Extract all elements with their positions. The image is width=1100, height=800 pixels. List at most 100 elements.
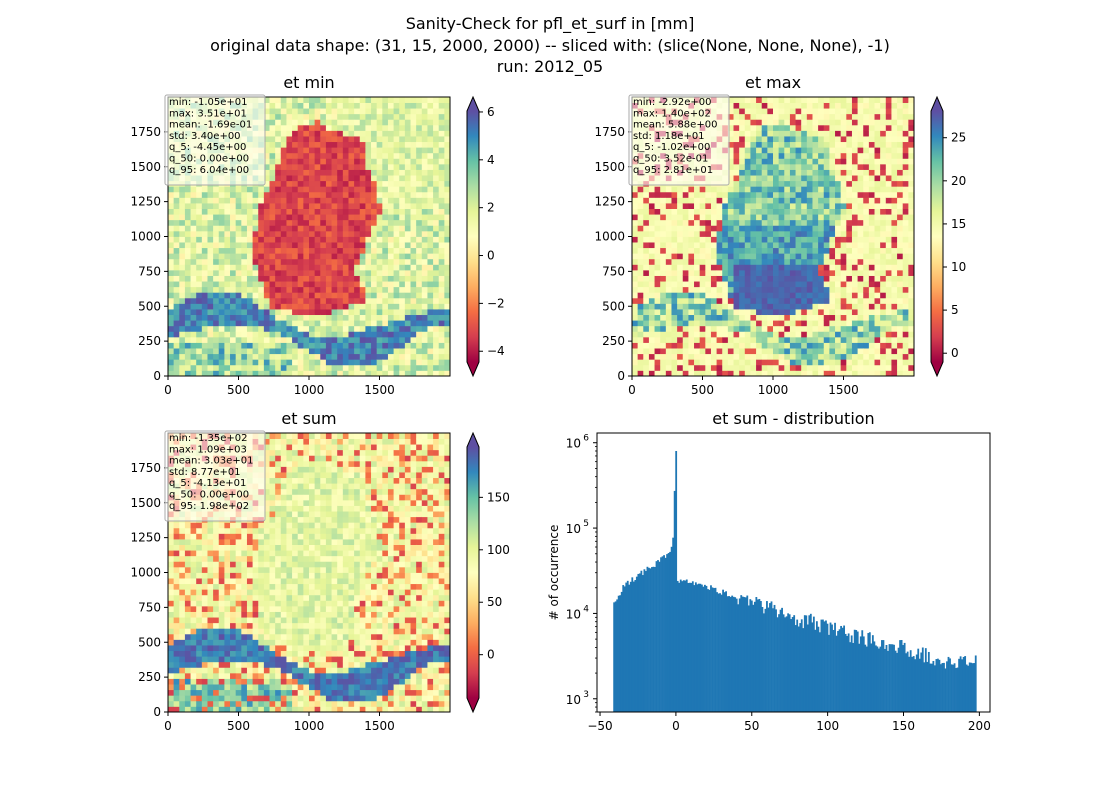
heatmap-cell	[857, 158, 864, 165]
heatmap-cell	[348, 247, 355, 254]
heatmap-cell	[331, 325, 338, 332]
heatmap-cell	[331, 225, 338, 232]
heatmap-cell	[648, 297, 655, 304]
heatmap-cell	[648, 348, 655, 355]
heatmap-cell	[438, 141, 445, 148]
heatmap-cell	[438, 359, 445, 366]
heatmap-cell	[359, 342, 366, 349]
heatmap-cell	[851, 169, 858, 176]
heatmap-cell	[297, 269, 304, 276]
y-tick-label: 1000	[130, 230, 161, 244]
heatmap-cell	[727, 348, 734, 355]
heatmap-cell	[427, 309, 434, 316]
heatmap-cell	[365, 169, 372, 176]
heatmap-cell	[325, 303, 332, 310]
heatmap-cell	[648, 292, 655, 299]
heatmap-cell	[835, 119, 842, 126]
heatmap-cell	[269, 158, 276, 165]
heatmap-cell	[744, 253, 751, 260]
heatmap-cell	[421, 253, 428, 260]
heatmap-cell	[286, 130, 293, 137]
heatmap-cell	[246, 225, 253, 232]
heatmap-cell	[354, 286, 361, 293]
heatmap-cell	[637, 208, 644, 215]
heatmap-cell	[739, 191, 746, 198]
heatmap-cell	[444, 186, 451, 193]
heatmap-cell	[682, 236, 689, 243]
heatmap-cell	[297, 130, 304, 137]
heatmap-cell	[404, 314, 411, 321]
heatmap-cell	[371, 309, 378, 316]
heatmap-cell	[337, 141, 344, 148]
heatmap-cell	[835, 314, 842, 321]
heatmap-cell	[371, 203, 378, 209]
heatmap-cell	[733, 275, 740, 282]
heatmap-cell	[230, 197, 237, 204]
heatmap-cell	[325, 169, 332, 176]
heatmap-cell	[739, 180, 746, 187]
heatmap-cell	[868, 370, 875, 377]
heatmap-cell	[739, 152, 746, 159]
heatmap-cell	[230, 297, 237, 304]
heatmap-cell	[168, 320, 175, 327]
heatmap-cell	[632, 286, 639, 293]
heatmap-cell	[863, 113, 870, 120]
heatmap-cell	[902, 353, 909, 360]
heatmap-cell	[275, 180, 282, 187]
heatmap-cell	[427, 258, 434, 265]
heatmap-cell	[744, 281, 751, 288]
heatmap-cell	[354, 325, 361, 332]
heatmap-cell	[348, 292, 355, 299]
heatmap-cell	[699, 197, 706, 204]
heatmap-cell	[744, 208, 751, 215]
heatmap-cell	[286, 242, 293, 249]
heatmap-cell	[444, 102, 451, 109]
heatmap-cell	[201, 264, 208, 271]
heatmap-cell	[376, 180, 383, 187]
heatmap-cell	[387, 370, 394, 377]
heatmap-cell	[309, 108, 316, 115]
heatmap-cell	[846, 303, 853, 310]
heatmap-cell	[789, 141, 796, 148]
heatmap-cell	[846, 281, 853, 288]
heatmap-cell	[201, 353, 208, 360]
heatmap-cell	[421, 286, 428, 293]
heatmap-cell	[891, 141, 898, 148]
heatmap-cell	[365, 331, 372, 338]
heatmap-cell	[784, 275, 791, 282]
heatmap-cell	[727, 269, 734, 276]
heatmap-cell	[897, 286, 904, 293]
heatmap-cell	[207, 264, 214, 271]
heatmap-cell	[773, 124, 780, 131]
heatmap-cell	[258, 214, 265, 221]
heatmap-cell	[303, 269, 310, 276]
heatmap-cell	[863, 320, 870, 327]
heatmap-cell	[371, 314, 378, 321]
panel-title: et min	[283, 73, 334, 92]
heatmap-cell	[280, 364, 287, 371]
colorbar-tick-label: 0	[487, 249, 495, 263]
heatmap-cell	[744, 102, 751, 109]
heatmap-cell	[851, 180, 858, 187]
heatmap-cell	[897, 325, 904, 332]
heatmap-cell	[897, 225, 904, 232]
heatmap-cell	[275, 219, 282, 226]
heatmap-cell	[727, 158, 734, 165]
heatmap-cell	[784, 247, 791, 254]
heatmap-cell	[835, 336, 842, 343]
heatmap-cell	[218, 359, 225, 366]
heatmap-cell	[325, 275, 332, 282]
heatmap-cell	[671, 320, 678, 327]
heatmap-cell	[682, 275, 689, 282]
heatmap-cell	[897, 342, 904, 349]
colorbar-tick-label: 6	[487, 105, 495, 119]
heatmap-cell	[303, 253, 310, 260]
heatmap-cell	[857, 147, 864, 154]
heatmap-cell	[280, 320, 287, 327]
heatmap-cell	[761, 320, 768, 327]
heatmap-cell	[393, 247, 400, 254]
heatmap-cell	[750, 136, 757, 143]
heatmap-cell	[880, 108, 887, 115]
heatmap-cell	[269, 169, 276, 176]
heatmap-cell	[230, 314, 237, 321]
